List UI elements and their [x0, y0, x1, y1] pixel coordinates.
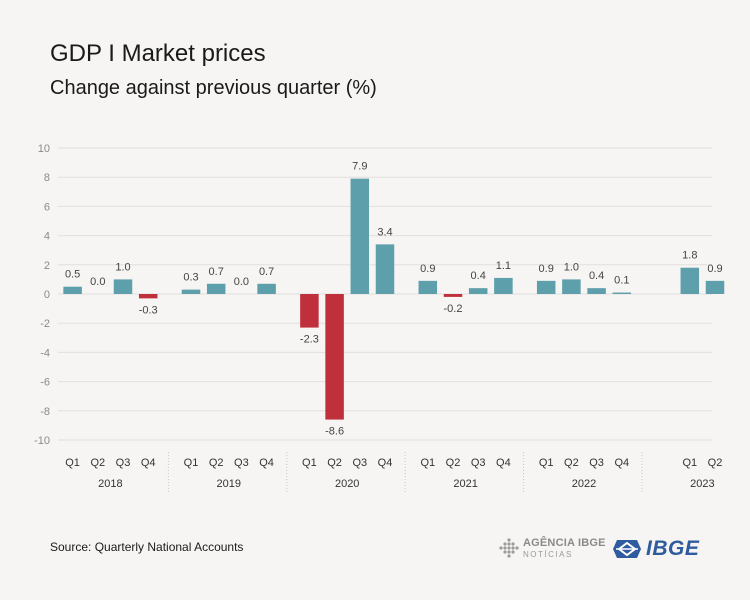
data-label: 0.0	[234, 276, 249, 288]
quarter-label: Q1	[65, 457, 80, 469]
data-label: 0.3	[183, 272, 198, 284]
quarter-label: Q2	[90, 457, 105, 469]
data-label: -0.2	[444, 303, 463, 315]
quarter-label: Q3	[589, 457, 604, 469]
chart-title: GDP I Market prices	[50, 40, 266, 67]
quarter-label: Q2	[564, 457, 579, 469]
source-note: Source: Quarterly National Accounts	[50, 540, 244, 554]
agencia-logo-subtitle: NOTÍCIAS	[523, 549, 573, 559]
quarter-label: Q2	[708, 457, 723, 469]
y-tick-label: 2	[44, 260, 50, 272]
quarter-label: Q2	[209, 457, 224, 469]
agencia-dots-icon	[499, 538, 519, 558]
agencia-logo-title: AGÊNCIA IBGE	[523, 536, 606, 549]
quarter-label: Q2	[446, 457, 461, 469]
y-tick-label: 10	[38, 143, 50, 155]
data-label: 0.5	[65, 269, 80, 281]
data-label: 1.8	[682, 250, 697, 262]
data-label: 7.9	[352, 161, 367, 173]
bar	[206, 283, 226, 294]
data-label: 1.1	[496, 260, 511, 272]
data-label: 3.4	[377, 226, 392, 238]
bar	[494, 277, 513, 294]
y-tick-label: -6	[40, 377, 50, 389]
quarter-label: Q4	[614, 457, 629, 469]
year-label: 2019	[217, 478, 241, 490]
data-label: 0.7	[259, 266, 274, 278]
bar	[468, 288, 488, 294]
quarter-label: Q1	[420, 457, 435, 469]
bar	[587, 288, 606, 294]
quarter-label: Q3	[471, 457, 486, 469]
bar	[300, 294, 319, 328]
y-tick-label: -2	[40, 318, 50, 330]
data-label: 1.0	[115, 261, 130, 273]
year-label: 2020	[335, 478, 359, 490]
quarter-label: Q2	[327, 457, 342, 469]
bar	[63, 286, 82, 294]
quarter-label: Q1	[539, 457, 554, 469]
data-label: 0.9	[707, 263, 722, 275]
bar	[705, 280, 725, 294]
bar	[536, 280, 556, 294]
y-tick-label: 0	[44, 289, 50, 301]
chart-subtitle: Change against previous quarter (%)	[50, 77, 377, 99]
y-tick-label: -10	[34, 435, 50, 447]
ibge-emblem-icon	[613, 540, 641, 558]
bar	[612, 292, 632, 294]
quarter-label: Q1	[682, 457, 697, 469]
quarter-label: Q4	[496, 457, 511, 469]
data-label: -0.3	[139, 304, 158, 316]
data-label: 0.4	[589, 270, 604, 282]
quarter-label: Q4	[141, 457, 156, 469]
data-label: 0.9	[420, 263, 435, 275]
data-label: 0.9	[539, 263, 554, 275]
data-label: 0.7	[209, 266, 224, 278]
bar	[418, 280, 438, 294]
ibge-logo-text: IBGE	[646, 537, 700, 560]
y-tick-label: 6	[44, 201, 50, 213]
data-label: 0.0	[90, 276, 105, 288]
y-tick-label: -4	[40, 347, 50, 359]
data-label: -8.6	[325, 426, 344, 438]
quarter-label: Q4	[259, 457, 274, 469]
gdp-bar-chart: 10 8 6 4 2 0 -2 -4 -6 -8 -10 0.5 Q1 0.0 Q2 1.0 Q3 -0.3 Q4 2…	[34, 143, 725, 492]
bar	[138, 294, 158, 299]
y-tick-label: 4	[44, 231, 50, 243]
year-label: 2023	[690, 478, 714, 490]
quarter-label: Q1	[302, 457, 317, 469]
data-label: 0.1	[614, 275, 629, 287]
data-label: 0.4	[471, 270, 486, 282]
data-label: 1.0	[564, 261, 579, 273]
bar	[257, 283, 276, 294]
bar	[181, 289, 201, 294]
ibge-logo: IBGE	[612, 537, 699, 561]
bar	[562, 279, 581, 294]
year-label: 2022	[572, 478, 596, 490]
y-tick-label: 8	[44, 172, 50, 184]
bar	[680, 267, 700, 294]
quarter-label: Q3	[116, 457, 131, 469]
bar	[113, 279, 133, 294]
bar	[375, 244, 395, 294]
bar	[443, 294, 463, 297]
bar	[325, 294, 344, 420]
quarter-label: Q3	[352, 457, 367, 469]
quarter-label: Q1	[184, 457, 199, 469]
year-label: 2021	[453, 478, 477, 490]
data-label: -2.3	[300, 334, 319, 346]
bar	[350, 178, 370, 294]
quarter-label: Q3	[234, 457, 249, 469]
quarter-label: Q4	[378, 457, 393, 469]
y-tick-label: -8	[40, 406, 50, 418]
agencia-ibge-logo: AGÊNCIA IBGE NOTÍCIAS	[497, 537, 606, 559]
year-label: 2018	[98, 478, 122, 490]
